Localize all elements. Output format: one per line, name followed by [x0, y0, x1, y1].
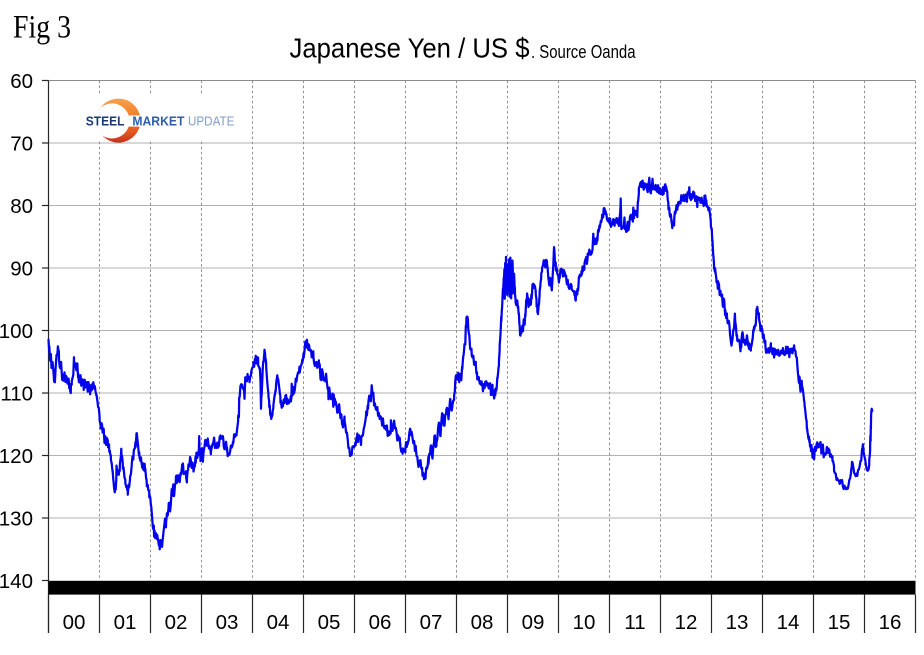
svg-text:70: 70 — [10, 132, 33, 155]
svg-text:01: 01 — [114, 611, 137, 634]
svg-text:140: 140 — [0, 570, 33, 593]
svg-text:06: 06 — [369, 611, 392, 634]
svg-text:Fig 3: Fig 3 — [13, 10, 71, 46]
svg-text:08: 08 — [471, 611, 494, 634]
svg-text:100: 100 — [0, 320, 33, 343]
svg-text:UPDATE: UPDATE — [188, 114, 234, 129]
svg-text:11: 11 — [624, 611, 645, 634]
svg-text:60: 60 — [10, 70, 33, 93]
svg-text:07: 07 — [420, 611, 443, 634]
svg-text:13: 13 — [726, 611, 749, 634]
svg-text:130: 130 — [0, 507, 33, 530]
svg-text:03: 03 — [216, 611, 239, 634]
svg-text:15: 15 — [828, 611, 851, 634]
svg-text:MARKET: MARKET — [132, 114, 184, 129]
svg-text:80: 80 — [10, 195, 33, 218]
svg-text:05: 05 — [318, 611, 341, 634]
svg-text:10: 10 — [573, 611, 596, 634]
svg-text:90: 90 — [10, 257, 33, 280]
svg-text:STEEL: STEEL — [86, 114, 125, 129]
svg-text:110: 110 — [0, 382, 33, 405]
svg-text:00: 00 — [63, 611, 86, 634]
svg-text:02: 02 — [165, 611, 188, 634]
svg-text:12: 12 — [675, 611, 698, 634]
svg-text:09: 09 — [522, 611, 545, 634]
svg-text:120: 120 — [0, 445, 33, 468]
svg-text:16: 16 — [879, 611, 902, 634]
svg-text:. Source Oanda: . Source Oanda — [531, 42, 636, 62]
svg-text:Japanese Yen / US $: Japanese Yen / US $ — [290, 33, 530, 64]
svg-text:04: 04 — [267, 611, 290, 634]
svg-text:14: 14 — [777, 611, 800, 634]
